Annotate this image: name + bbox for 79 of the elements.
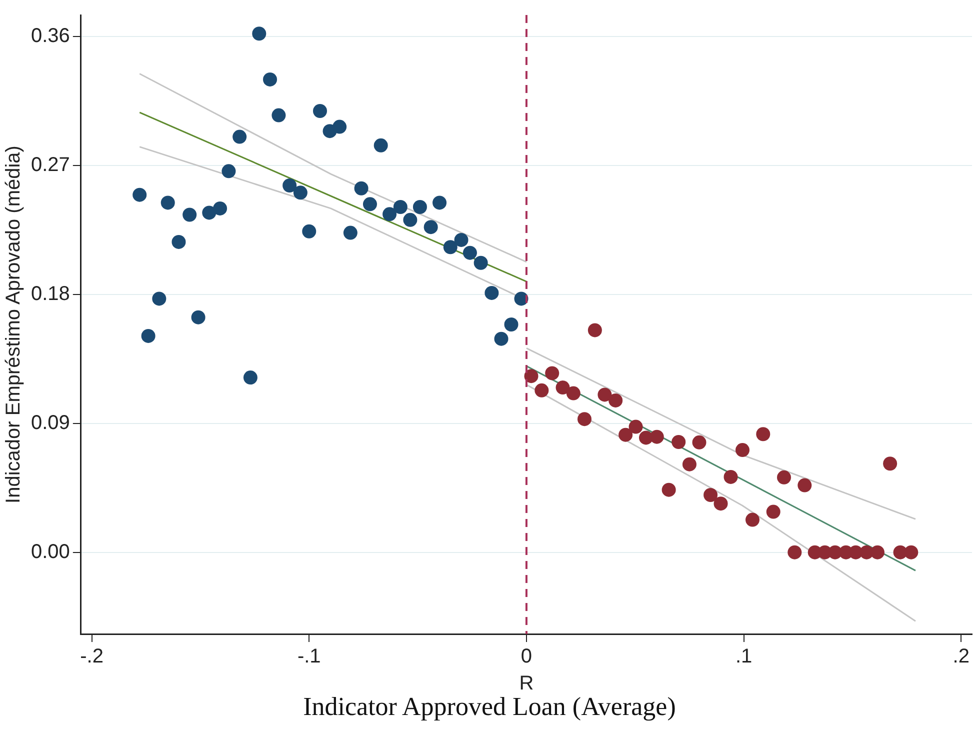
point [484, 286, 499, 300]
point [243, 370, 258, 385]
point [672, 434, 686, 449]
point [798, 478, 812, 492]
point [232, 130, 247, 144]
y-tick-label: 0.18 [30, 282, 70, 305]
point [424, 220, 438, 234]
point [534, 383, 549, 398]
y-tick-label: 0.09 [30, 412, 70, 434]
point [222, 164, 236, 178]
x-tick-label: .2 [952, 646, 970, 668]
point [263, 72, 278, 86]
point [374, 138, 388, 152]
y-axis-title: Indicador Empréstimo Aprovado (média) [2, 146, 25, 504]
point [524, 369, 538, 384]
point [714, 496, 728, 511]
point [504, 318, 518, 332]
point [662, 482, 676, 497]
point [182, 208, 197, 222]
point [474, 256, 488, 270]
x-tick-label: -.1 [297, 646, 321, 668]
x-axis-title: R [519, 672, 534, 695]
x-tick-label: 0 [520, 646, 532, 668]
point [870, 545, 884, 560]
y-tick-label: 0.00 [30, 540, 70, 563]
point [293, 186, 308, 200]
point [403, 212, 418, 227]
point [745, 512, 760, 527]
point [362, 197, 377, 212]
point [160, 196, 175, 210]
point [588, 323, 602, 338]
x-tick-label: .1 [735, 646, 752, 668]
point [735, 443, 750, 458]
point [556, 380, 570, 395]
point [172, 234, 186, 249]
point [545, 366, 560, 380]
point [724, 470, 738, 484]
point [272, 108, 286, 122]
point [682, 457, 696, 472]
point [628, 420, 643, 434]
point [432, 196, 447, 210]
point [692, 435, 706, 450]
point [202, 206, 216, 220]
point [608, 393, 623, 408]
point [704, 488, 718, 502]
point [650, 430, 664, 444]
y-tick-label: 0.27 [30, 154, 70, 176]
point [577, 412, 592, 426]
point [393, 200, 408, 214]
point [213, 201, 228, 216]
point [252, 26, 266, 41]
point [191, 310, 206, 324]
y-tick-label: 0.36 [30, 25, 70, 48]
point [883, 456, 898, 471]
point [412, 200, 427, 214]
point [454, 232, 468, 247]
point [282, 178, 297, 193]
point [443, 240, 458, 254]
x-tick-label: -.2 [80, 646, 104, 668]
point [494, 332, 508, 346]
point [382, 207, 397, 222]
point [618, 428, 633, 442]
point [343, 226, 358, 240]
point [566, 386, 580, 400]
text: Indicator Approved Loan (Average) [302, 692, 677, 722]
point [141, 328, 156, 343]
point [777, 470, 792, 484]
point [312, 104, 327, 118]
point [788, 545, 802, 560]
point [152, 292, 166, 306]
point [354, 181, 368, 196]
point [332, 120, 347, 134]
point [766, 504, 780, 519]
point [598, 388, 612, 402]
point [132, 188, 147, 202]
point [756, 427, 770, 442]
point [302, 224, 316, 238]
point [462, 246, 477, 260]
point [904, 545, 918, 560]
